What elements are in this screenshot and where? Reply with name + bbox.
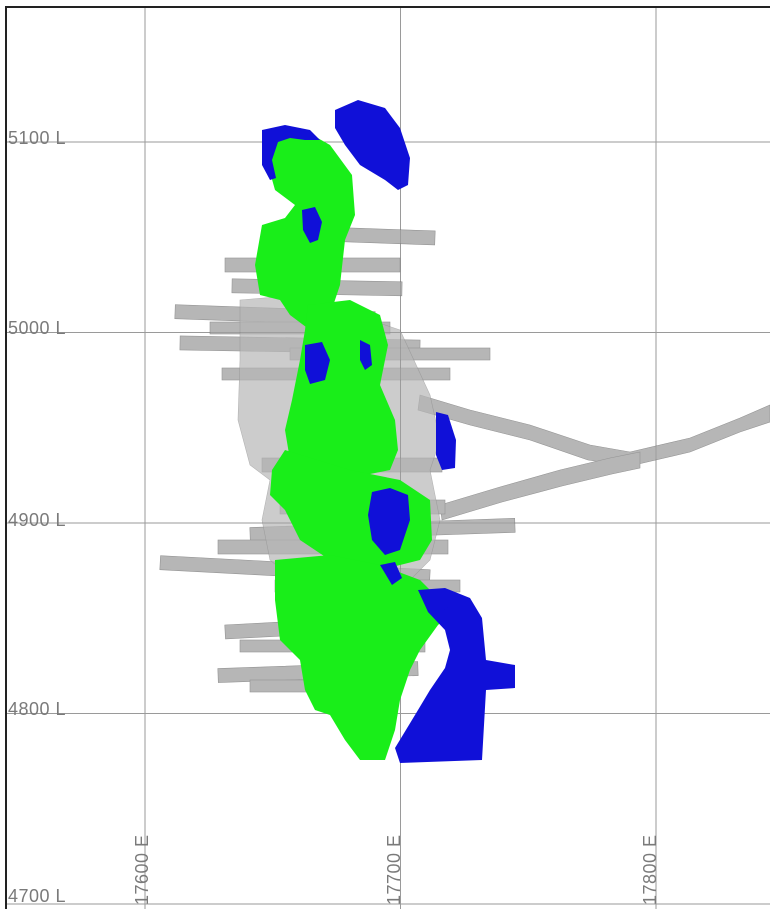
stope-blue-lower: [395, 588, 515, 763]
plot-frame: [5, 6, 770, 909]
stope-green-lower: [275, 555, 455, 760]
stope-blue-top-left: [262, 125, 320, 180]
stope-blue-side: [436, 412, 456, 470]
stope-blue-small-upper: [302, 207, 322, 243]
decline-ramp-upper: [417, 394, 770, 467]
level-label-5100: 5100 L: [8, 128, 67, 148]
easting-label-17700: 17700 E: [384, 834, 404, 905]
stope-blue-mid-left: [305, 342, 330, 384]
level-label-4700: 4700 L: [8, 886, 67, 906]
stope-blue-mid-right: [360, 340, 372, 370]
stope-blue-center: [368, 488, 410, 555]
level-label-4900: 4900 L: [8, 510, 67, 530]
stope-zones-blue: [262, 100, 515, 763]
stope-blue-lower-small: [430, 595, 452, 612]
easting-label-17600: 17600 E: [132, 834, 152, 905]
decline-ramp-lower: [439, 451, 641, 521]
stope-blue-top-right: [335, 100, 410, 190]
level-label-4800: 4800 L: [8, 699, 67, 719]
easting-label-17800: 17800 E: [640, 834, 660, 905]
level-label-5000: 5000 L: [8, 318, 67, 338]
stope-blue-small-lower: [380, 562, 402, 585]
